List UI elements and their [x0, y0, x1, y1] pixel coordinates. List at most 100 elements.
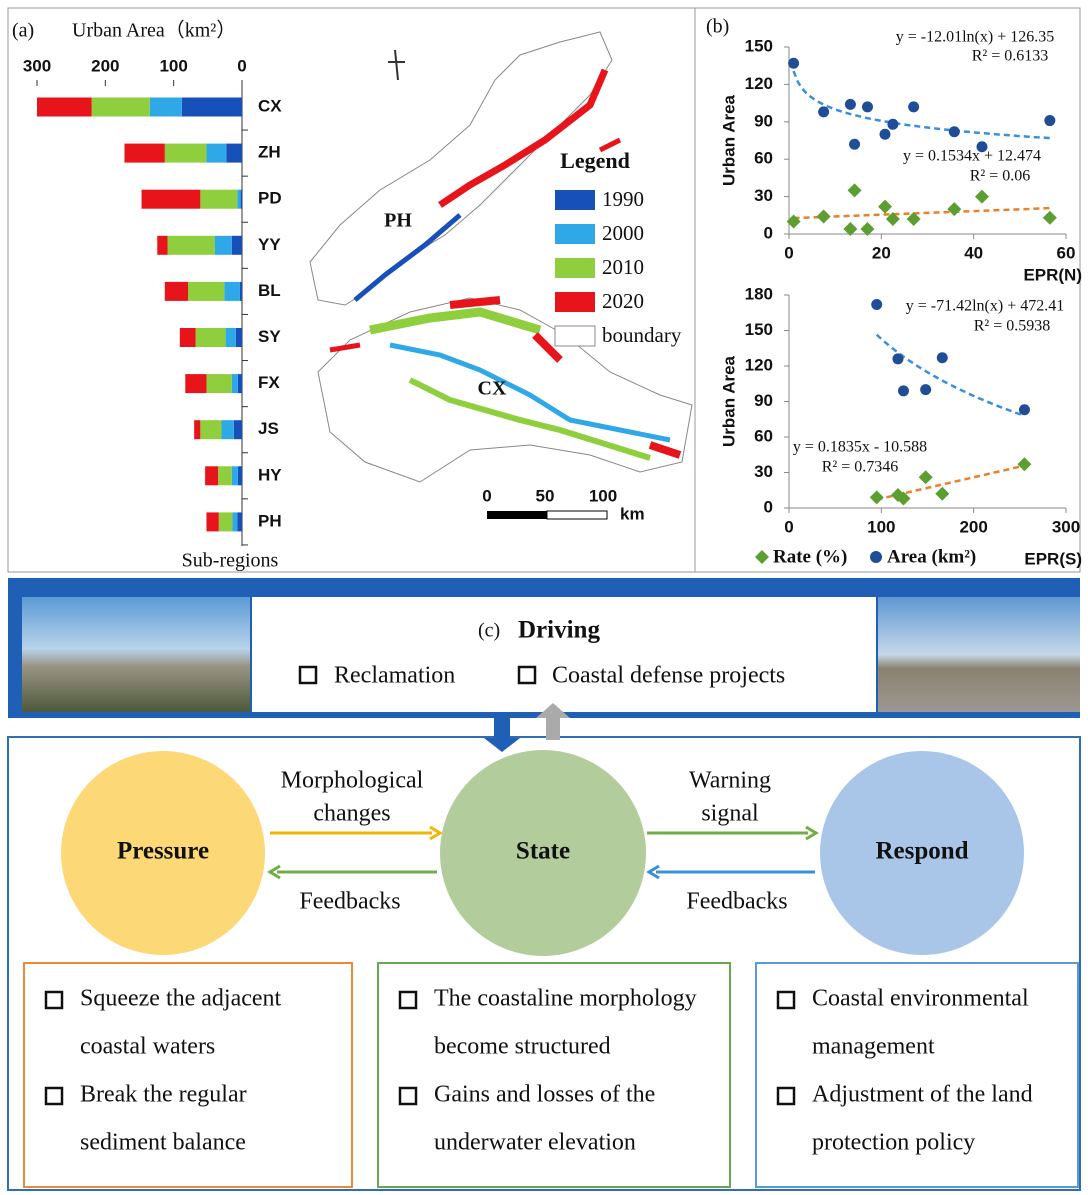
rate-point [935, 487, 949, 501]
legend-label: 2010 [602, 255, 644, 279]
map-label: CX [478, 378, 507, 400]
bar-segment [218, 466, 232, 485]
legend-marker [870, 551, 882, 563]
bar-segment [234, 420, 242, 439]
area-point [920, 384, 931, 395]
bar-segment [232, 374, 238, 393]
edge-label: Feedbacks [299, 889, 400, 915]
x-tick-label: 0 [237, 56, 246, 75]
x-tick-label: 200 [91, 56, 119, 75]
area-point [880, 129, 891, 140]
bar-segment [182, 98, 242, 117]
figure: (a)Urban Area（km²）Sub-regions3002001000C… [0, 0, 1088, 1195]
bar-segment [185, 374, 206, 393]
bar-segment [168, 236, 215, 255]
bar-segment [142, 190, 201, 209]
area-point [937, 352, 948, 363]
bar-segment [236, 328, 242, 347]
equation: y = -12.01ln(x) + 126.35 [896, 29, 1054, 46]
scale-unit: km [620, 504, 645, 523]
area-point [892, 353, 903, 364]
x-tick-label: 200 [959, 517, 987, 536]
photo-seawall [878, 597, 1080, 712]
y-tick-label: 180 [745, 284, 773, 303]
rate-point [1017, 457, 1031, 471]
area-point [845, 99, 856, 110]
area-point [871, 299, 882, 310]
checkbox [778, 1088, 794, 1104]
box-item: sediment balance [80, 1130, 246, 1156]
bar-segment [124, 144, 164, 163]
x-tick-label: 300 [1052, 517, 1080, 536]
y-axis-label: Urban Area [719, 355, 738, 447]
legend-swatch [555, 292, 595, 312]
scale-label: 100 [589, 486, 617, 505]
x-tick-label: 0 [784, 243, 793, 262]
checkbox [46, 992, 62, 1008]
x-tick-label: 0 [784, 517, 793, 536]
bar-segment [200, 420, 221, 439]
legend-label: 2020 [602, 289, 644, 313]
y-tick-label: 120 [745, 355, 773, 374]
area-point [1044, 115, 1055, 126]
equation: R² = 0.7346 [822, 459, 899, 476]
bar-segment [219, 512, 233, 531]
checkbox [778, 992, 794, 1008]
y-tick-label: 0 [764, 223, 773, 242]
area-point [1019, 404, 1030, 415]
y-tick-label: PH [258, 511, 282, 530]
x-tick-label: 60 [1057, 243, 1076, 262]
area-point [887, 119, 898, 130]
bar-segment [92, 98, 150, 117]
bar-segment [205, 466, 218, 485]
x-tick-label: 300 [23, 56, 51, 75]
legend-marker [755, 550, 769, 564]
edge-label: signal [701, 801, 759, 827]
map-label: PH [384, 210, 412, 232]
area-point [818, 106, 829, 117]
bar-segment [165, 282, 188, 301]
node-label: Pressure [117, 838, 209, 865]
y-tick-label: 30 [754, 186, 773, 205]
edge-label: changes [313, 801, 390, 827]
equation: y = 0.1534x + 12.474 [903, 148, 1041, 165]
legend-label: Area (km²) [887, 546, 976, 567]
arrow-down [484, 718, 520, 752]
y-tick-label: SY [258, 327, 281, 346]
box-item: Adjustment of the land [812, 1082, 1033, 1108]
legend-label: boundary [602, 323, 682, 347]
legend-swatch [555, 224, 595, 244]
bar-segment [237, 190, 240, 209]
bar-segment [188, 282, 224, 301]
legend-swatch [555, 190, 595, 210]
y-tick-label: 0 [764, 497, 773, 516]
north-arrow [388, 50, 405, 80]
scale-label: 0 [482, 486, 491, 505]
scale-bar [487, 511, 547, 519]
area-point [949, 126, 960, 137]
bar-segment [232, 466, 238, 485]
y-tick-label: 60 [754, 149, 773, 168]
bar-segment [206, 374, 231, 393]
x-tick-label: 40 [964, 243, 983, 262]
legend-swatch [555, 258, 595, 278]
bar-segment [37, 98, 92, 117]
checkbox [400, 992, 416, 1008]
box-item: protection policy [812, 1130, 975, 1156]
bar-segment [241, 190, 242, 209]
rate-point [919, 470, 933, 484]
box-item: management [812, 1034, 935, 1060]
box-item: coastal waters [80, 1034, 215, 1060]
area-point [908, 101, 919, 112]
rate-point [870, 490, 884, 504]
driving-box [252, 597, 876, 712]
checkbox [400, 1088, 416, 1104]
y-tick-label: YY [258, 235, 281, 254]
rate-point [1043, 211, 1057, 225]
bar-segment [165, 144, 207, 163]
trend-line [794, 208, 1050, 218]
bar-segment [200, 190, 237, 209]
box-item: Break the regular [80, 1082, 247, 1108]
bar-segment [226, 144, 242, 163]
driving-item: Reclamation [334, 663, 455, 689]
